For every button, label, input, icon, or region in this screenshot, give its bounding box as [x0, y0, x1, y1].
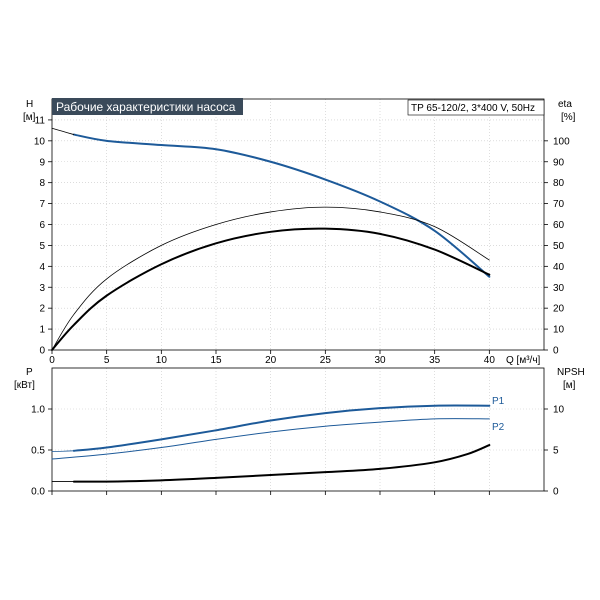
top-y-right-tick-label: 0 [553, 346, 559, 357]
top-y-left-tick-label: 5 [39, 241, 45, 252]
y-axis-unit-eta: [%] [561, 112, 576, 123]
top-curve-2 [51, 227, 491, 351]
head-efficiency-plot: 0 5 10 15 20 25 30 35 40 0 1 2 3 4 5 6 7 8 9 10 11 0 10 20 30 40 5… [34, 98, 570, 366]
x-tick-label: 0 [49, 355, 55, 366]
top-y-right-tick-label: 70 [553, 199, 565, 210]
top-y-right-tick-label: 20 [553, 304, 565, 315]
x-tick-label: 25 [320, 355, 332, 366]
bottom-plot-frame [51, 367, 545, 492]
power-npsh-plot: 0.0 0.5 1.0 0 5 10 [31, 367, 565, 498]
top-y-left-tick-label: 1 [39, 325, 45, 336]
x-tick-label: 10 [156, 355, 168, 366]
annotation-p1: P1 [492, 396, 505, 407]
top-y-right-tick-label: 60 [553, 220, 565, 231]
chart-title-box [52, 98, 243, 115]
y-axis-unit-power: [кВт] [14, 380, 35, 391]
y-axis-label-head: H [26, 99, 33, 110]
top-y-right-tick-label: 40 [553, 262, 565, 273]
top-y-right-tick-label: 30 [553, 283, 565, 294]
top-y-left-tick-label: 6 [39, 220, 45, 231]
bottom-y-left-tick-label: 0.0 [31, 487, 45, 498]
top-y-left-tick-label: 11 [35, 115, 46, 126]
top-y-left-tick-label: 10 [34, 136, 46, 147]
bottom-y-right-tick-label: 5 [553, 446, 559, 457]
top-curve-3 [51, 206, 490, 351]
top-y-left-tick-label: 3 [39, 283, 45, 294]
top-y-left-tick-label: 4 [39, 262, 45, 273]
bottom-curve-1 [51, 450, 75, 453]
model-label: TP 65-120/2, 3*400 V, 50Hz [411, 103, 535, 114]
y-axis-unit-head: [м] [23, 112, 36, 123]
top-y-right-tick-label: 90 [553, 157, 565, 168]
bottom-y-right-tick-label: 0 [553, 487, 559, 498]
top-y-left-tick-label: 8 [39, 178, 45, 189]
top-y-right-tick-label: 100 [553, 136, 570, 147]
x-tick-label: 30 [374, 355, 386, 366]
x-axis-label: Q [м³/ч] [506, 355, 541, 366]
y-axis-label-power: P [26, 367, 33, 378]
y-axis-label-npsh: NPSH [557, 367, 585, 378]
x-tick-label: 35 [429, 355, 441, 366]
top-y-left-tick-label: 2 [39, 304, 45, 315]
bottom-y-left-tick-label: 0.5 [31, 446, 45, 457]
x-tick-label: 15 [210, 355, 222, 366]
annotation-p2: P2 [492, 422, 505, 433]
bottom-curve-3 [72, 444, 491, 483]
top-y-right-tick-label: 50 [553, 241, 565, 252]
top-curve-1 [51, 127, 75, 135]
y-axis-unit-npsh: [м] [563, 380, 576, 391]
top-y-left-tick-label: 7 [39, 199, 45, 210]
bottom-curve-p2 [51, 418, 490, 460]
x-tick-label: 40 [484, 355, 496, 366]
chart-title: Рабочие характеристики насоса [56, 100, 236, 114]
top-y-left-tick-label: 9 [39, 157, 45, 168]
bottom-y-right-tick-label: 10 [553, 405, 565, 416]
model-label-box [407, 99, 545, 116]
top-y-left-tick-label: 0 [39, 346, 45, 357]
y-axis-label-eta: eta [558, 99, 572, 110]
bottom-y-left-tick-label: 1.0 [31, 405, 45, 416]
x-tick-label: 20 [265, 355, 277, 366]
bottom-curve-p1 [72, 404, 491, 452]
top-y-right-tick-label: 80 [553, 178, 565, 189]
x-tick-label: 5 [104, 355, 110, 366]
top-y-right-tick-label: 10 [553, 325, 565, 336]
top-curve-0 [72, 133, 491, 278]
